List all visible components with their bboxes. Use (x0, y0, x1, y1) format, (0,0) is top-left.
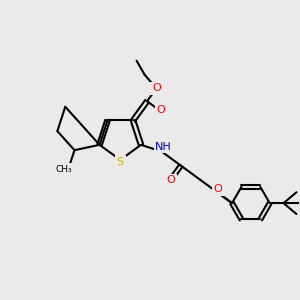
Text: S: S (117, 157, 124, 167)
Text: NH: NH (155, 142, 172, 152)
Text: O: O (214, 184, 222, 194)
Text: CH₃: CH₃ (56, 165, 72, 174)
Text: O: O (152, 83, 161, 93)
Text: O: O (166, 176, 175, 185)
Text: O: O (157, 105, 165, 115)
